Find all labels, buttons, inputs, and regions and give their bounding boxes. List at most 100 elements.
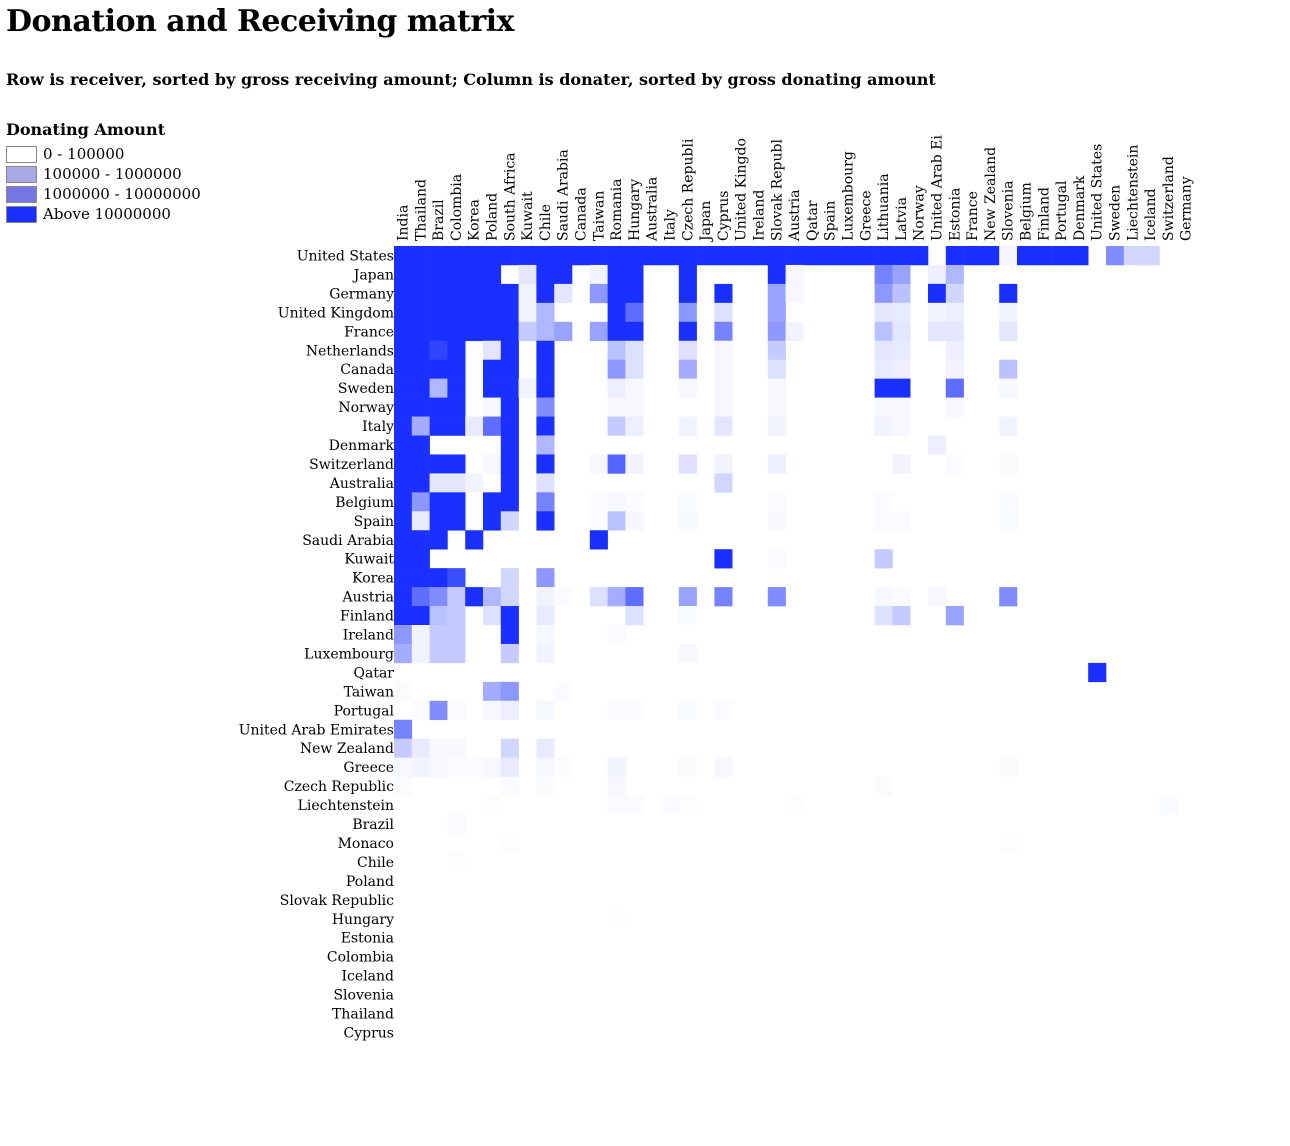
column-label: Italy: [663, 209, 679, 241]
heatmap-cell: [714, 283, 733, 304]
heatmap-cell: [394, 719, 413, 739]
heatmap-cell: [500, 511, 519, 531]
heatmap-cell: [500, 700, 519, 721]
heatmap-cell: [429, 530, 448, 550]
heatmap-cell: [394, 473, 413, 493]
column-label: Iceland: [1143, 189, 1159, 241]
column-label: Germany: [1179, 176, 1195, 241]
heatmap-cell: [447, 643, 466, 664]
heatmap-cell: [394, 625, 413, 645]
heatmap-cell: [874, 587, 893, 607]
heatmap-cell: [892, 246, 911, 266]
heatmap-cell: [999, 492, 1018, 512]
heatmap-cell: [767, 246, 786, 266]
heatmap-cell: [536, 302, 555, 323]
heatmap-cell: [536, 776, 555, 796]
row-label: Hungary: [332, 912, 394, 928]
heatmap-cell: [500, 643, 519, 664]
column-label: Ireland: [752, 190, 768, 241]
heatmap-cell: [678, 246, 697, 266]
heatmap-cell: [411, 397, 430, 417]
row-label: Colombia: [327, 950, 394, 966]
heatmap-cell: [999, 246, 1018, 266]
heatmap-cell: [678, 606, 697, 626]
heatmap-cell: [999, 416, 1018, 436]
column-label: Hungary: [627, 179, 643, 241]
heatmap-cell: [429, 246, 448, 266]
heatmap-cell: [589, 530, 608, 550]
heatmap-cell: [429, 625, 448, 645]
heatmap-cell: [411, 283, 430, 304]
heatmap-cell: [536, 397, 555, 417]
column-label: Sweden: [1108, 185, 1124, 241]
heatmap-cell: [536, 473, 555, 493]
heatmap-cell: [394, 587, 413, 607]
legend: Donating Amount 0 - 100000 100000 - 1000…: [6, 120, 201, 224]
heatmap-cell: [554, 587, 573, 607]
heatmap-cell: [429, 359, 448, 379]
heatmap-cell: [500, 625, 519, 645]
heatmap-cell: [447, 397, 466, 417]
heatmap-cell: [928, 283, 947, 304]
row-label: Czech Republic: [284, 779, 394, 795]
heatmap-cell: [999, 378, 1018, 398]
row-label: Slovak Republic: [280, 893, 394, 909]
column-label: Korea: [467, 199, 483, 241]
column-label: Japan: [698, 201, 714, 243]
heatmap-cell: [999, 833, 1018, 853]
heatmap-cell: [767, 321, 786, 342]
row-label: United Kingdom: [278, 305, 394, 321]
heatmap-cell: [465, 264, 484, 285]
heatmap-cell: [999, 359, 1018, 379]
heatmap-cell: [394, 681, 413, 702]
heatmap-cell: [483, 795, 502, 815]
column-label: Saudi Arabia: [556, 149, 572, 241]
heatmap-cell: [714, 587, 733, 607]
heatmap-cell: [625, 454, 644, 474]
heatmap-cell: [678, 340, 697, 360]
heatmap-cell: [625, 795, 644, 815]
row-label: United Arab Emirates: [239, 722, 394, 738]
heatmap-cell: [411, 416, 430, 436]
heatmap-cell: [518, 283, 537, 304]
heatmap-cell: [678, 511, 697, 531]
heatmap-cell: [999, 587, 1018, 607]
heatmap-cell: [500, 454, 519, 474]
heatmap-cell: [714, 340, 733, 360]
heatmap-cell: [767, 283, 786, 304]
column-label: Denmark: [1072, 175, 1088, 241]
heatmap-cell: [536, 587, 555, 607]
heatmap-cell: [607, 359, 626, 379]
heatmap-cell: [661, 795, 680, 815]
row-label: Saudi Arabia: [302, 533, 394, 549]
row-label: Belgium: [335, 495, 394, 511]
heatmap-cell: [411, 264, 430, 285]
heatmap-cell: [839, 246, 858, 266]
heatmap-cell: [892, 359, 911, 379]
heatmap-cell: [678, 757, 697, 777]
heatmap-cell: [447, 568, 466, 588]
heatmap-cell: [625, 397, 644, 417]
row-label: New Zealand: [300, 741, 394, 757]
column-label: Taiwan: [591, 191, 607, 241]
column-label: Greece: [858, 190, 874, 241]
heatmap-cell: [607, 776, 626, 796]
heatmap-cell: [536, 568, 555, 588]
heatmap-cell: [411, 738, 430, 758]
heatmap-cell: [607, 587, 626, 607]
heatmap-cell: [447, 606, 466, 626]
heatmap-cell: [732, 246, 751, 266]
heatmap-cell: [928, 321, 947, 342]
column-label: India: [396, 205, 412, 241]
heatmap-cell: [785, 264, 804, 285]
row-label: Poland: [346, 874, 394, 890]
heatmap-cell: [518, 302, 537, 323]
heatmap-cell: [625, 340, 644, 360]
column-label: Cyprus: [716, 191, 732, 241]
legend-swatch: [6, 185, 37, 203]
legend-label: 0 - 100000: [43, 145, 125, 163]
heatmap-cell: [572, 246, 591, 266]
heatmap-cell: [999, 283, 1018, 304]
heatmap-cell: [429, 264, 448, 285]
heatmap-cell: [714, 246, 733, 266]
